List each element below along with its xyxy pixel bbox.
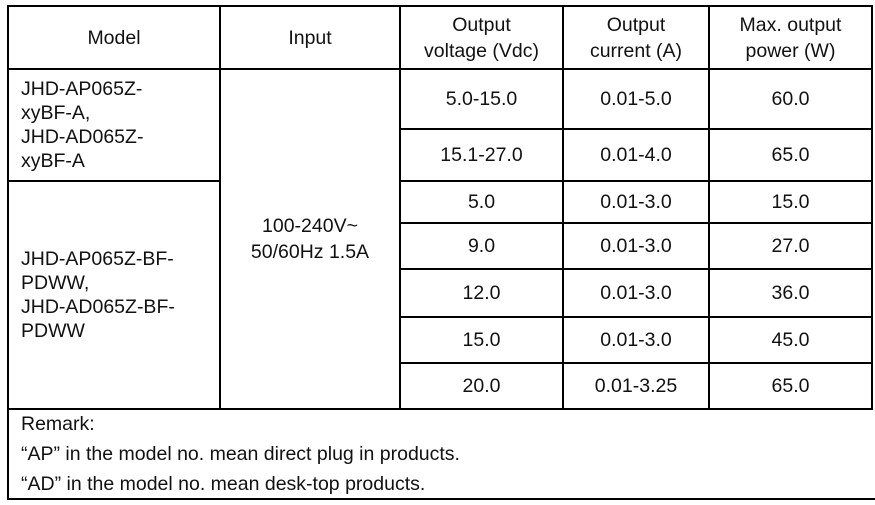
model-line: JHD-AP065Z-: [21, 78, 143, 100]
power-cell: 65.0: [708, 128, 873, 182]
current-cell: 0.01-3.25: [562, 362, 710, 410]
table-row: JHD-AP065Z-BF- PDWW, JHD-AD065Z-BF- PDWW…: [7, 180, 873, 410]
header-row: Model Input Output voltage (Vdc) Output cu…: [7, 5, 873, 70]
header-voltage-line: Output: [452, 13, 511, 36]
model-line: xyBF-A: [21, 150, 85, 172]
header-power: Max. output power (W): [708, 5, 873, 70]
header-power-line: power (W): [745, 39, 836, 62]
model-cell: JHD-AP065Z-BF- PDWW, JHD-AD065Z-BF- PDWW: [7, 180, 221, 410]
power-cell: 45.0: [708, 316, 873, 364]
header-input: Input: [219, 5, 401, 70]
voltage-cell: 12.0: [399, 268, 564, 318]
table-row: 12.0 0.01-3.0 36.0: [8, 268, 873, 318]
voltage-cell: 15.0: [399, 316, 564, 364]
table-row: 20.0 0.01-3.25 65.0: [8, 362, 873, 410]
current-cell: 0.01-4.0: [562, 128, 710, 182]
model-line: JHD-AD065Z-BF-: [21, 296, 175, 318]
model-line: PDWW: [21, 320, 85, 342]
remark-line: “AD” in the model no. mean desk-top prod…: [21, 473, 426, 495]
current-cell: 0.01-3.0: [562, 222, 710, 270]
model-cell: JHD-AP065Z- xyBF-A, JHD-AD065Z- xyBF-A: [7, 68, 221, 182]
model-line: PDWW,: [21, 272, 90, 294]
input-line: 100-240V~: [262, 215, 358, 237]
header-power-line: Max. output: [739, 13, 842, 36]
header-voltage-line: voltage (Vdc): [424, 39, 539, 62]
current-cell: 0.01-3.0: [562, 268, 710, 318]
power-cell: 60.0: [708, 68, 873, 130]
table-row: 15.0 0.01-3.0 45.0: [8, 316, 873, 364]
voltage-cell: 5.0: [399, 180, 564, 224]
power-cell: 15.0: [708, 180, 873, 224]
power-cell: 27.0: [708, 222, 873, 270]
power-cell: 65.0: [708, 362, 873, 410]
model-line: JHD-AD065Z-: [21, 126, 144, 148]
remark-title: Remark:: [21, 413, 95, 435]
model-line: JHD-AP065Z-BF-: [21, 248, 174, 270]
current-cell: 0.01-5.0: [562, 68, 710, 130]
header-voltage: Output voltage (Vdc): [399, 5, 564, 70]
current-cell: 0.01-3.0: [562, 316, 710, 364]
remark-section: Remark: “AP” in the model no. mean direc…: [7, 407, 875, 500]
remark-line: “AP” in the model no. mean direct plug i…: [21, 443, 460, 465]
voltage-cell: 15.1-27.0: [399, 128, 564, 182]
table-row: 15.1-27.0 0.01-4.0 65.0: [8, 128, 873, 182]
voltage-cell: 20.0: [399, 362, 564, 410]
current-cell: 0.01-3.0: [562, 180, 710, 224]
input-cell: 100-240V~ 50/60Hz 1.5A: [219, 68, 401, 410]
header-current-line: Output: [606, 13, 666, 36]
voltage-cell: 5.0-15.0: [399, 68, 564, 130]
specs-table: Model Input Output voltage (Vdc) Output cu…: [7, 5, 873, 410]
table-row: 9.0 0.01-3.0 27.0: [8, 222, 873, 270]
input-line: 50/60Hz 1.5A: [250, 241, 370, 263]
header-model: Model: [7, 5, 221, 70]
header-current: Output current (A): [562, 5, 710, 70]
table-row: JHD-AP065Z- xyBF-A, JHD-AD065Z- xyBF-A 1…: [7, 68, 873, 410]
voltage-cell: 9.0: [399, 222, 564, 270]
model-line: xyBF-A,: [21, 102, 91, 124]
header-current-line: current (A): [589, 39, 683, 62]
power-cell: 36.0: [708, 268, 873, 318]
